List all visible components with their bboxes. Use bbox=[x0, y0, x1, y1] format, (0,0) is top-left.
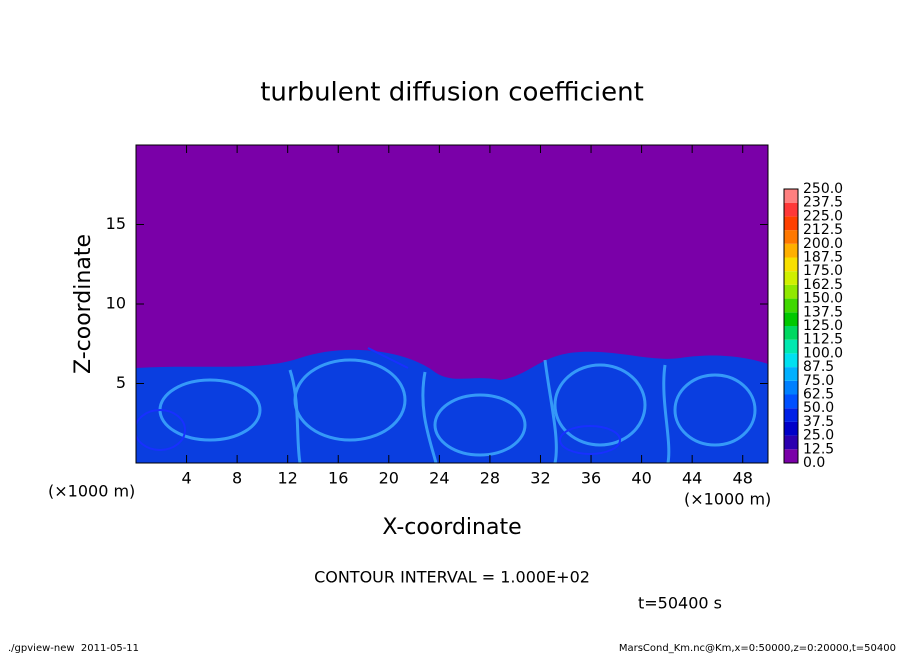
colorbar-label: 50.0 bbox=[803, 400, 834, 416]
y-unit: (×1000 m) bbox=[48, 482, 135, 501]
x-tick-label: 48 bbox=[733, 469, 753, 488]
colorbar-frame bbox=[783, 188, 799, 464]
colorbar-label: 187.5 bbox=[803, 250, 843, 266]
x-unit: (×1000 m) bbox=[684, 490, 771, 509]
colorbar-label: 37.5 bbox=[803, 414, 834, 430]
x-tick-label: 12 bbox=[278, 469, 298, 488]
colorbar-bin bbox=[784, 367, 798, 381]
x-tick-label: 32 bbox=[530, 469, 550, 488]
colorbar-label: 87.5 bbox=[803, 359, 834, 375]
colorbar-bin bbox=[784, 408, 798, 422]
colorbar-bin bbox=[784, 326, 798, 340]
colorbar-bin bbox=[784, 271, 798, 285]
x-tick-label: 4 bbox=[181, 469, 191, 488]
colorbar-label: 25.0 bbox=[803, 428, 834, 444]
x-tick-label: 24 bbox=[429, 469, 449, 488]
y-tick-label: 15 bbox=[106, 214, 126, 233]
colorbar-label: 250.0 bbox=[803, 181, 843, 197]
colorbar-bin bbox=[784, 216, 798, 231]
y-axis-label: Z-coordinate bbox=[71, 234, 96, 374]
colorbar-bin bbox=[784, 202, 798, 217]
colorbar-label: 237.5 bbox=[803, 195, 843, 211]
y-tick-label: 10 bbox=[106, 294, 126, 313]
colorbar-label: 200.0 bbox=[803, 236, 843, 252]
colorbar-bin bbox=[784, 230, 798, 244]
colorbar-label: 12.5 bbox=[803, 441, 834, 457]
x-tick-label: 16 bbox=[328, 469, 348, 488]
colorbar-label: 112.5 bbox=[803, 332, 843, 348]
x-tick-label: 40 bbox=[631, 469, 651, 488]
colorbar-label: 212.5 bbox=[803, 222, 843, 238]
colorbar-bin bbox=[784, 298, 798, 313]
time-label: t=50400 s bbox=[638, 594, 722, 613]
chart-title: turbulent diffusion coefficient bbox=[260, 78, 644, 108]
colorbar-label: 137.5 bbox=[803, 304, 843, 320]
colorbar-label: 150.0 bbox=[803, 291, 843, 307]
colorbar-bin bbox=[784, 257, 798, 272]
colorbar-bin bbox=[784, 435, 798, 450]
colorbar-bin bbox=[784, 339, 798, 354]
colorbar-bin bbox=[784, 421, 798, 436]
contour-interval: CONTOUR INTERVAL = 1.000E+02 bbox=[314, 568, 590, 587]
footer-left: ./gpview-new 2011-05-11 bbox=[8, 643, 139, 654]
colorbar-bin bbox=[784, 189, 798, 203]
colorbar-bin bbox=[784, 449, 798, 463]
x-tick-label: 8 bbox=[232, 469, 242, 488]
colorbar-label: 62.5 bbox=[803, 387, 834, 403]
colorbar-label: 125.0 bbox=[803, 318, 843, 334]
colorbar-bin bbox=[784, 312, 798, 326]
x-tick-label: 20 bbox=[379, 469, 399, 488]
colorbar-bin bbox=[784, 243, 798, 258]
colorbar-label: 100.0 bbox=[803, 345, 843, 361]
colorbar-label: 75.0 bbox=[803, 373, 834, 389]
colorbar-label: 0.0 bbox=[803, 455, 825, 471]
x-axis-label: X-coordinate bbox=[382, 515, 521, 540]
y-tick-label: 5 bbox=[116, 373, 126, 392]
colorbar-bin bbox=[784, 353, 798, 368]
x-tick-label: 28 bbox=[480, 469, 500, 488]
colorbar-label: 175.0 bbox=[803, 263, 843, 279]
colorbar-label: 225.0 bbox=[803, 208, 843, 224]
x-tick-label: 44 bbox=[682, 469, 702, 488]
field bbox=[136, 145, 768, 463]
colorbar-bin bbox=[784, 380, 798, 395]
x-tick-label: 36 bbox=[581, 469, 601, 488]
colorbar-label: 162.5 bbox=[803, 277, 843, 293]
footer-right: MarsCond_Km.nc@Km,x=0:50000,z=0:20000,t=… bbox=[619, 643, 896, 654]
colorbar-bin bbox=[784, 394, 798, 409]
colorbar-bin bbox=[784, 284, 798, 299]
